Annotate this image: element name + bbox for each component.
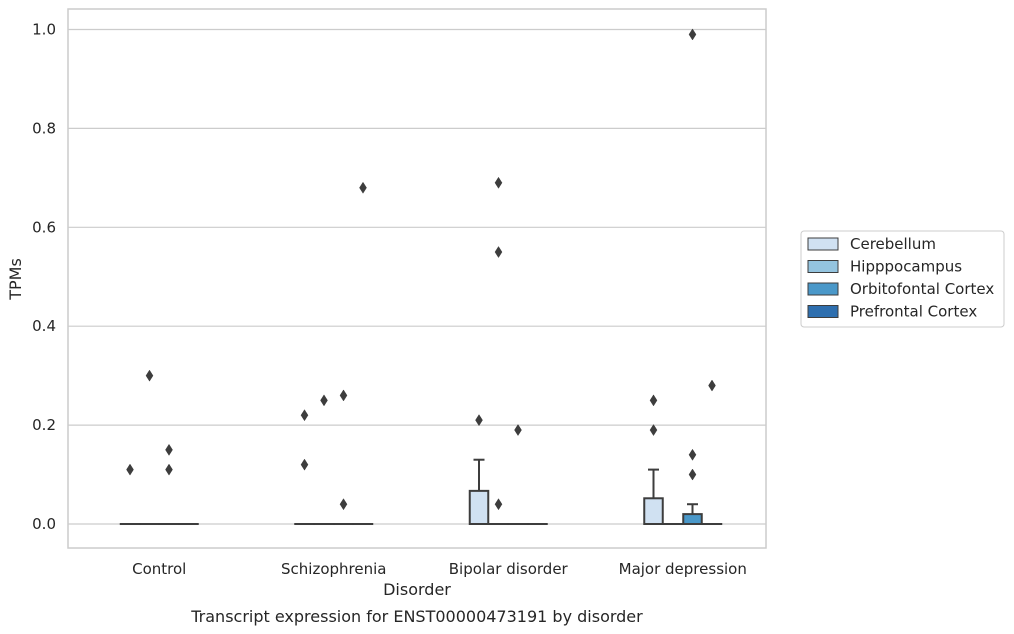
legend: Cerebellum Hipppocampus Orbitofontal Corte… bbox=[800, 230, 1005, 328]
y-tick-label: 0.6 bbox=[32, 218, 56, 236]
y-tick-label: 0.2 bbox=[32, 416, 56, 434]
box-group bbox=[352, 181, 374, 526]
chart-caption: Transcript expression for ENST0000047319… bbox=[190, 607, 643, 626]
outlier-point bbox=[494, 246, 503, 258]
legend-item: Cerebellum bbox=[807, 235, 936, 253]
legend-item: Hipppocampus bbox=[807, 258, 962, 276]
x-axis-label: Disorder bbox=[383, 580, 451, 599]
outlier-point bbox=[300, 409, 309, 422]
outlier-point bbox=[165, 443, 173, 456]
box-group bbox=[507, 424, 529, 526]
x-axis-ticks: Control Schizophrenia Bipolar disorder Majo… bbox=[132, 560, 747, 578]
box-group bbox=[313, 394, 335, 526]
x-tick-label: Schizophrenia bbox=[281, 560, 386, 578]
legend-swatch bbox=[807, 237, 839, 251]
outlier-point bbox=[688, 468, 697, 481]
legend-label: Hipppocampus bbox=[850, 258, 962, 276]
x-tick-label: Bipolar disorder bbox=[449, 560, 569, 578]
box-group bbox=[643, 394, 664, 526]
box-group bbox=[701, 379, 723, 526]
x-tick-label: Control bbox=[132, 560, 186, 578]
outlier-point bbox=[514, 424, 522, 437]
y-tick-label: 0.4 bbox=[32, 317, 56, 335]
x-tick-label: Major depression bbox=[619, 560, 747, 578]
outlier-point bbox=[649, 424, 658, 437]
outlier-point bbox=[494, 498, 503, 511]
legend-label: Orbitofontal Cortex bbox=[850, 280, 994, 298]
box-group bbox=[119, 463, 141, 526]
legend-frame bbox=[800, 230, 1005, 328]
outlier-point bbox=[320, 394, 328, 407]
outlier-point bbox=[339, 389, 348, 402]
outlier-point bbox=[475, 414, 483, 427]
box-group bbox=[682, 28, 703, 525]
box-group bbox=[139, 369, 160, 526]
box-group bbox=[488, 176, 509, 526]
outlier-point bbox=[359, 181, 367, 194]
outlier-point bbox=[300, 458, 309, 471]
outlier-point bbox=[339, 498, 348, 511]
box bbox=[682, 513, 703, 525]
y-tick-label: 0.0 bbox=[32, 515, 56, 533]
legend-swatch bbox=[807, 282, 839, 296]
y-axis-label: TPMs bbox=[6, 258, 25, 301]
box bbox=[643, 497, 664, 526]
outlier-point bbox=[145, 369, 154, 382]
boxplot-marks bbox=[119, 28, 723, 526]
y-tick-label: 0.8 bbox=[32, 119, 56, 137]
y-axis-ticks: 0.0 0.2 0.4 0.6 0.8 1.0 bbox=[32, 21, 56, 534]
box-group bbox=[294, 409, 315, 526]
outlier-point bbox=[688, 28, 697, 41]
legend-swatch bbox=[807, 260, 839, 273]
outlier-point bbox=[165, 463, 173, 476]
box-group bbox=[468, 414, 490, 525]
box-group bbox=[333, 389, 354, 526]
legend-item: Orbitofontal Cortex bbox=[807, 280, 994, 298]
plot-area-frame bbox=[67, 8, 767, 549]
y-tick-label: 1.0 bbox=[32, 21, 56, 39]
outlier-point bbox=[688, 448, 697, 461]
legend-item: Prefrontal Cortex bbox=[807, 303, 977, 321]
legend-label: Prefrontal Cortex bbox=[850, 303, 977, 321]
outlier-point bbox=[494, 176, 503, 189]
box bbox=[468, 489, 490, 525]
outlier-point bbox=[708, 379, 716, 392]
outlier-point bbox=[126, 463, 134, 476]
legend-label: Cerebellum bbox=[850, 235, 936, 253]
box-group bbox=[158, 443, 180, 526]
legend-swatch bbox=[807, 305, 839, 318]
outlier-point bbox=[649, 394, 658, 407]
